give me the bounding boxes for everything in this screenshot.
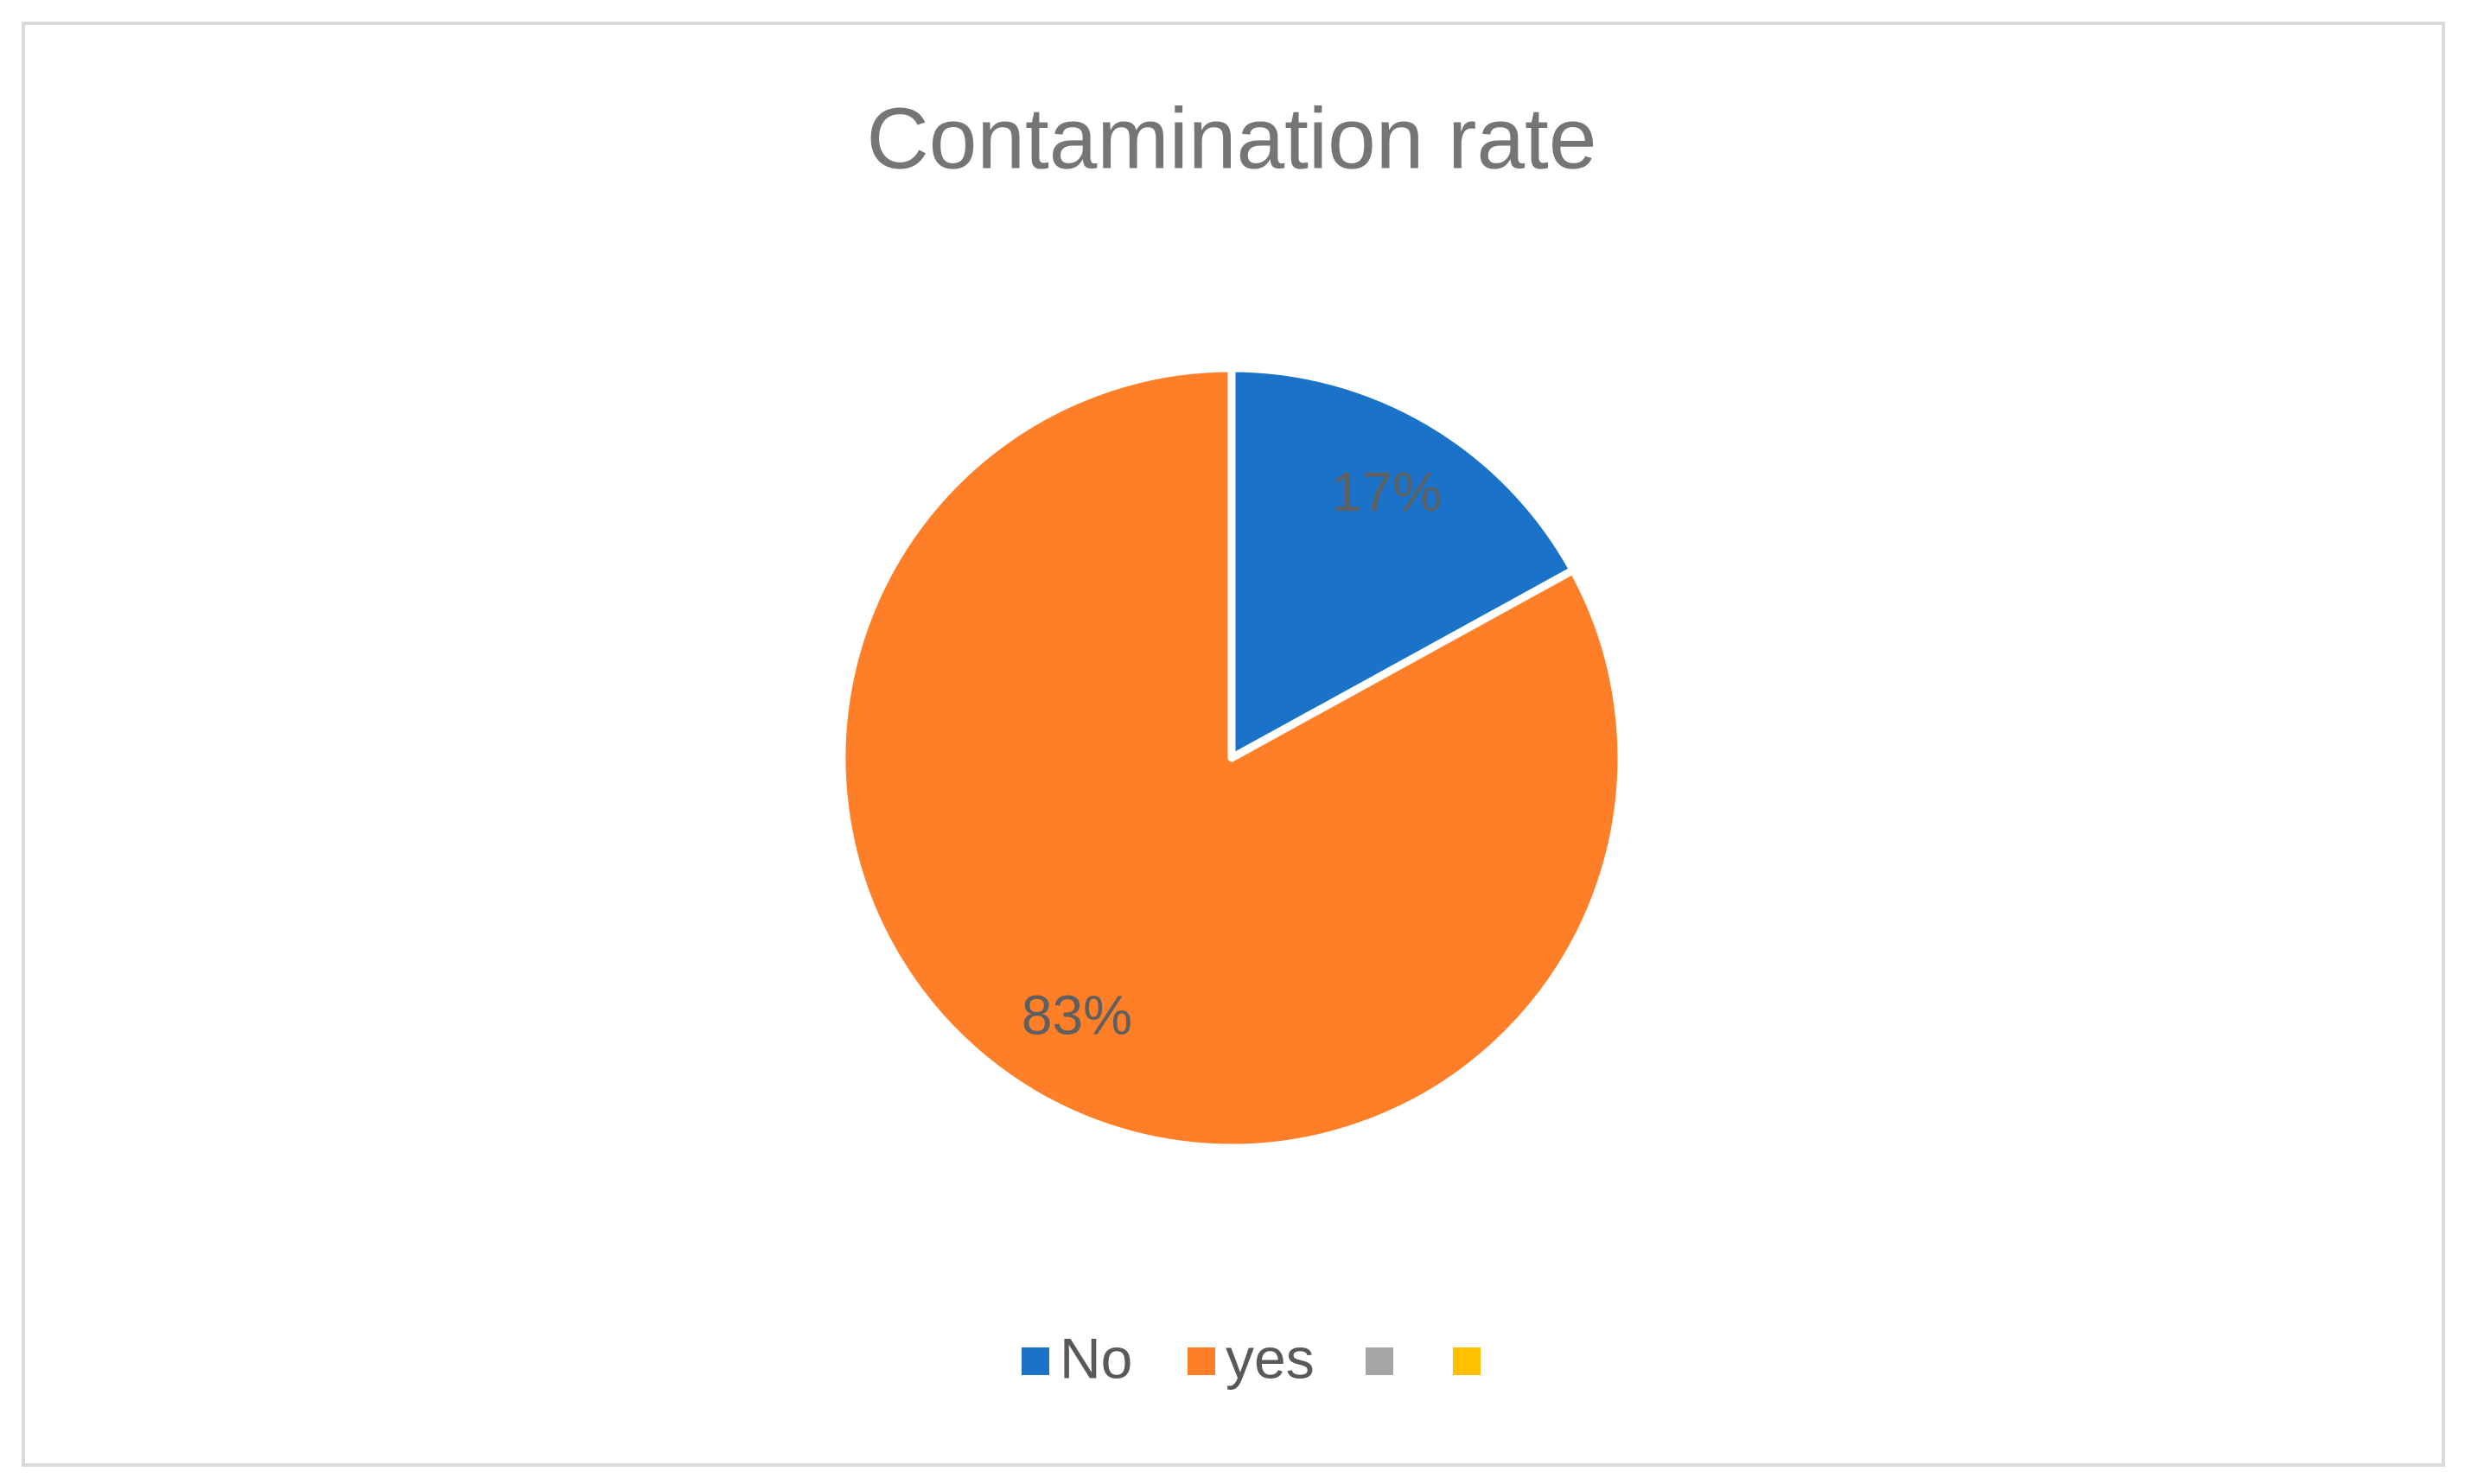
data-label: 17% <box>1331 461 1442 523</box>
chart-title: Contamination rate <box>867 90 1597 187</box>
pie-slice <box>1227 364 1577 762</box>
legend-swatch <box>1188 1347 1215 1375</box>
legend-swatch <box>1366 1347 1393 1375</box>
legend-label: No <box>1060 1326 1132 1390</box>
legend-swatch <box>1022 1347 1049 1375</box>
pie-slice <box>838 364 1626 1152</box>
legend-label: yes <box>1226 1326 1315 1390</box>
legend-swatch <box>1453 1347 1481 1375</box>
data-label: 83% <box>1022 984 1132 1047</box>
